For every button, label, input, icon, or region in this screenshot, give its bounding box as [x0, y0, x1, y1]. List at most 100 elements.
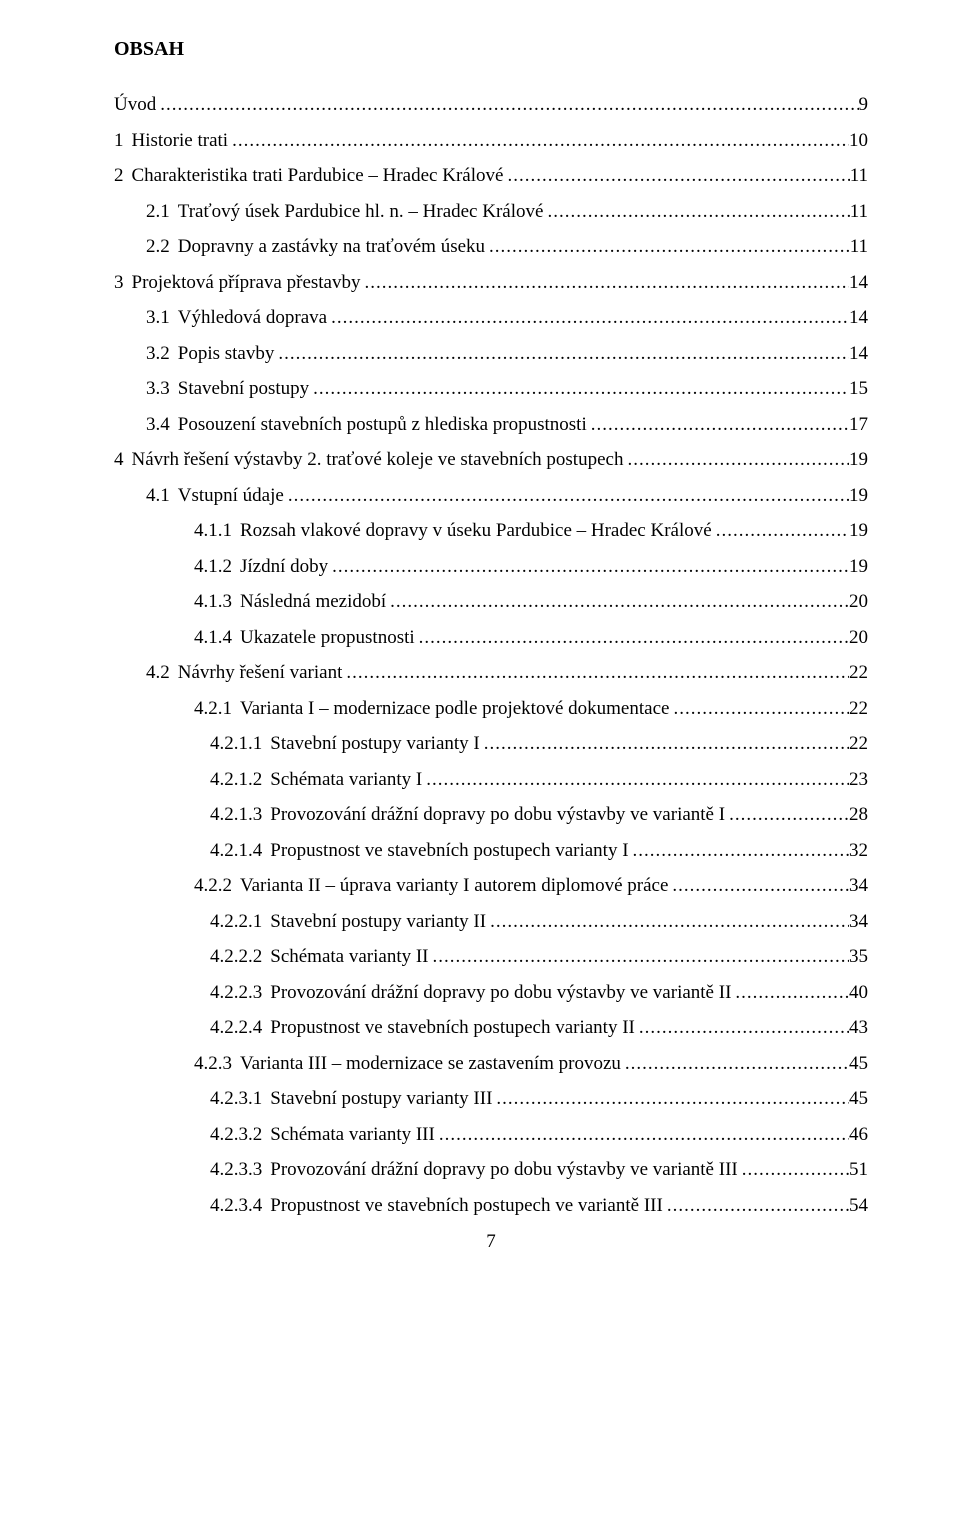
toc-entry-page: 19 [849, 486, 868, 505]
toc-entry-label: Stavební postupy varianty II [270, 912, 486, 931]
toc-entry-page: 19 [849, 450, 868, 469]
toc-entry-page: 40 [849, 983, 868, 1002]
toc-entry: 4.1.1Rozsah vlakové dopravy v úseku Pard… [114, 521, 868, 540]
toc-entry-number: 4.2 [146, 663, 178, 682]
toc-entry-leader-dots: ........................................… [712, 521, 849, 540]
toc-entry-page: 20 [849, 592, 868, 611]
page-footer-number: 7 [114, 1231, 868, 1253]
toc-entry-page: 22 [849, 663, 868, 682]
page: OBSAH Úvod..............................… [0, 0, 960, 1521]
toc-entry: 3.2Popis stavby.........................… [114, 344, 868, 363]
toc-entry-number: 4.2.3 [194, 1054, 240, 1073]
toc-entry-label: Propustnost ve stavebních postupech vari… [270, 1018, 635, 1037]
toc-entry-number: 4.2.1.3 [210, 805, 270, 824]
toc-entry-number: 4.1 [146, 486, 178, 505]
toc-entry-label: Varianta I – modernizace podle projektov… [240, 699, 669, 718]
toc-entry-page: 35 [849, 947, 868, 966]
toc-entry: 4.2.2.2Schémata varianty II.............… [114, 947, 868, 966]
toc-entry-label: Popis stavby [178, 344, 275, 363]
toc-entry-page: 51 [849, 1160, 868, 1179]
toc-entry-number: 4 [114, 450, 132, 469]
toc-entry-number: 4.2.2.3 [210, 983, 270, 1002]
toc-entry-number: 4.2.3.1 [210, 1089, 270, 1108]
toc-entry: 4.2.2.4Propustnost ve stavebních postupe… [114, 1018, 868, 1037]
toc-entry-number: 4.1.1 [194, 521, 240, 540]
toc-entry-leader-dots: ........................................… [429, 947, 849, 966]
toc-entry: 4.2.3.1Stavební postupy varianty III....… [114, 1089, 868, 1108]
toc-entry-leader-dots: ........................................… [274, 344, 849, 363]
toc-entry-leader-dots: ........................................… [309, 379, 849, 398]
toc-entry-page: 28 [849, 805, 868, 824]
toc-entry: 4.2.1.3Provozování drážní dopravy po dob… [114, 805, 868, 824]
toc-entry: 4Návrh řešení výstavby 2. traťové koleje… [114, 450, 868, 469]
toc-entry-label: Varianta II – úprava varianty I autorem … [240, 876, 668, 895]
toc-entry-page: 54 [849, 1196, 868, 1215]
toc-entry-label: Propustnost ve stavebních postupech ve v… [270, 1196, 663, 1215]
toc-entry-number: 4.2.2.1 [210, 912, 270, 931]
toc-entry: 4.2.3.2Schémata varianty III............… [114, 1125, 868, 1144]
toc-entry: 4.2.1.1Stavební postupy varianty I......… [114, 734, 868, 753]
toc-entry-label: Ukazatele propustnosti [240, 628, 415, 647]
toc-entry-label: Provozování drážní dopravy po dobu výsta… [270, 983, 731, 1002]
toc-entry-label: Návrhy řešení variant [178, 663, 343, 682]
toc-entry-page: 22 [849, 734, 868, 753]
toc-entry-leader-dots: ........................................… [669, 699, 849, 718]
toc-entry: 2.1Traťový úsek Pardubice hl. n. – Hrade… [114, 202, 868, 221]
toc-entry: 3Projektová příprava přestavby..........… [114, 273, 868, 292]
toc-title: OBSAH [114, 38, 868, 61]
toc-entry-page: 34 [849, 876, 868, 895]
toc-entry-page: 11 [850, 166, 868, 185]
toc-entry: 4.1.4Ukazatele propustnosti.............… [114, 628, 868, 647]
toc-entry-number: 3.4 [146, 415, 178, 434]
toc-entry-leader-dots: ........................................… [725, 805, 849, 824]
toc-entry-leader-dots: ........................................… [342, 663, 849, 682]
toc-entry-page: 9 [859, 95, 869, 114]
toc-entry: 4.2.3Varianta III – modernizace se zasta… [114, 1054, 868, 1073]
toc-entry-leader-dots: ........................................… [635, 1018, 849, 1037]
toc-entry: 4.2Návrhy řešení variant................… [114, 663, 868, 682]
toc-entry-page: 11 [850, 237, 868, 256]
toc-entry-label: Vstupní údaje [178, 486, 284, 505]
toc-entry-label: Následná mezidobí [240, 592, 386, 611]
toc-entry: 4.2.3.3Provozování drážní dopravy po dob… [114, 1160, 868, 1179]
toc-entry-label: Návrh řešení výstavby 2. traťové koleje … [132, 450, 624, 469]
toc-entry-leader-dots: ........................................… [738, 1160, 849, 1179]
toc-entry-number: 1 [114, 131, 132, 150]
toc-entry-label: Posouzení stavebních postupů z hlediska … [178, 415, 587, 434]
toc-entry: 4.2.3.4Propustnost ve stavebních postupe… [114, 1196, 868, 1215]
toc-entry: 4.1.3Následná mezidobí..................… [114, 592, 868, 611]
toc-entry-number: 4.2.1.4 [210, 841, 270, 860]
toc-entry-number: 4.2.3.2 [210, 1125, 270, 1144]
toc-entry-page: 11 [850, 202, 868, 221]
toc-entry-leader-dots: ........................................… [328, 557, 849, 576]
toc-entry-label: Stavební postupy varianty III [270, 1089, 492, 1108]
toc-entry-leader-dots: ........................................… [435, 1125, 849, 1144]
toc-entry-leader-dots: ........................................… [284, 486, 849, 505]
toc-entry-leader-dots: ........................................… [486, 912, 849, 931]
toc-entry: 4.2.1Varianta I – modernizace podle proj… [114, 699, 868, 718]
toc-entry-leader-dots: ........................................… [492, 1089, 849, 1108]
toc-entry-label: Provozování drážní dopravy po dobu výsta… [270, 805, 725, 824]
toc-entry-label: Schémata varianty I [270, 770, 422, 789]
toc-entry-label: Stavební postupy [178, 379, 309, 398]
toc-entry-number: 2.1 [146, 202, 178, 221]
toc-entry-page: 20 [849, 628, 868, 647]
toc-entry-page: 14 [849, 308, 868, 327]
toc-entry-number: 3.1 [146, 308, 178, 327]
toc-entry-page: 23 [849, 770, 868, 789]
toc-entry-label: Projektová příprava přestavby [132, 273, 361, 292]
toc-entry: 4.2.2.3Provozování drážní dopravy po dob… [114, 983, 868, 1002]
toc-entry-leader-dots: ........................................… [587, 415, 849, 434]
toc-entry-page: 14 [849, 273, 868, 292]
toc-entry-leader-dots: ........................................… [480, 734, 849, 753]
toc-entry-number: 4.2.1.2 [210, 770, 270, 789]
toc-entry-number: 4.2.3.4 [210, 1196, 270, 1215]
toc-entry-label: Úvod [114, 95, 156, 114]
toc-entry-number: 4.2.1 [194, 699, 240, 718]
toc-entry-number: 4.2.2.4 [210, 1018, 270, 1037]
toc-entry: Úvod....................................… [114, 95, 868, 114]
toc-entry-label: Provozování drážní dopravy po dobu výsta… [270, 1160, 737, 1179]
toc-entry-number: 4.1.4 [194, 628, 240, 647]
toc-entry-page: 34 [849, 912, 868, 931]
toc-list: Úvod....................................… [114, 95, 868, 1215]
